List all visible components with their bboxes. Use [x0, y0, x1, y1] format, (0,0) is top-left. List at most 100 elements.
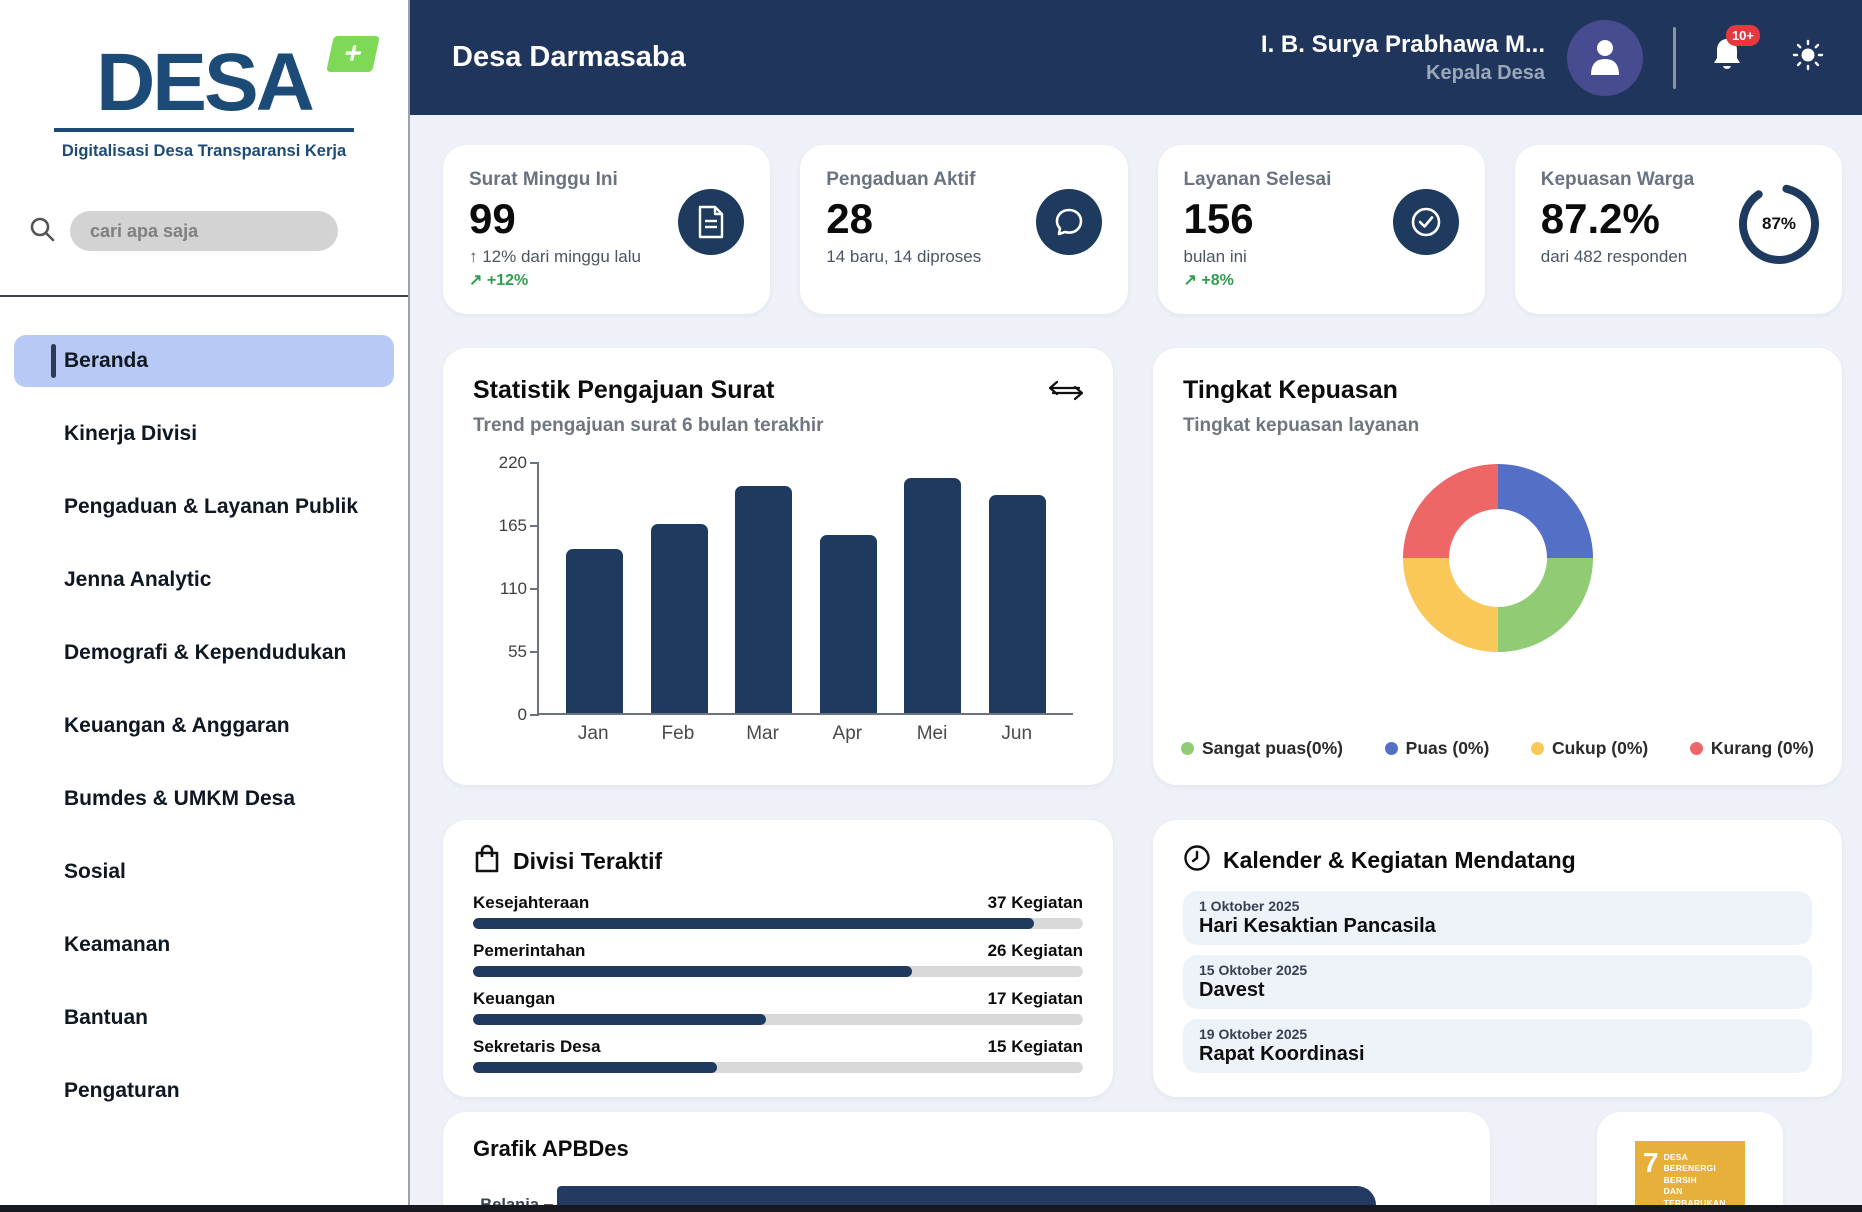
legend-item-puas-0[interactable]: Puas (0%) [1384, 738, 1490, 759]
donut-chart-title: Tingkat Kepuasan [1183, 376, 1398, 404]
event-list: 1 Oktober 2025 Hari Kesaktian Pancasila 1… [1183, 891, 1812, 1073]
person-icon [1583, 33, 1627, 82]
event-name: Rapat Koordinasi [1199, 1043, 1365, 1065]
stat-value: 87.2% [1540, 195, 1660, 242]
x-label-jun: Jun [1001, 723, 1033, 744]
x-label-mar: Mar [746, 723, 779, 744]
bar-feb [650, 524, 708, 713]
y-tick-mark [530, 462, 539, 464]
legend-item-sangat-puas-0[interactable]: Sangat puas(0%) [1181, 738, 1343, 759]
notifications-button[interactable]: 10+ [1710, 25, 1760, 78]
legend-item-kurang-0[interactable]: Kurang (0%) [1689, 738, 1814, 759]
sidebar-divider [0, 295, 408, 297]
sidebar-item-bantuan[interactable]: Bantuan [64, 1006, 148, 1029]
x-axis-labels: Jan Feb Mar Apr Mei Jun [537, 723, 1073, 745]
divisi-rows: Kesejahteraan 37 Kegiatan Pemerintahan 2… [473, 893, 1083, 1073]
legend-label: Cukup (0%) [1551, 738, 1649, 758]
legend-label: Kurang (0%) [1710, 738, 1814, 758]
stats-row: Surat Minggu Ini 99 ↑ 12% dari minggu la… [443, 145, 1842, 315]
satisfaction-ring: 87% [1734, 179, 1824, 269]
logo-underline [54, 128, 354, 132]
donut-legend: Sangat puas(0%) Puas (0%) Cukup (0%) Kurang… [1181, 738, 1814, 759]
ring-percent-label: 87% [1761, 214, 1797, 233]
sidebar-item-keamanan[interactable]: Keamanan [64, 933, 171, 956]
divisi-title: Divisi Teraktif [513, 848, 663, 874]
sdg-number: 7 [1643, 1147, 1659, 1178]
charts-row: Statistik Pengajuan Surat Trend pengajua… [443, 348, 1842, 785]
stat-sub: ↑ 12% dari minggu lalu [469, 247, 641, 267]
chat-bubble-icon [1035, 189, 1102, 255]
divisi-name: Pemerintahan [473, 941, 586, 960]
avatar[interactable] [1567, 19, 1643, 96]
event-row-davest[interactable]: 15 Oktober 2025 Davest [1183, 955, 1812, 1009]
event-date: 19 Oktober 2025 [1199, 1026, 1308, 1042]
resize-arrows-icon[interactable] [1047, 378, 1085, 409]
bar-jun [988, 495, 1046, 713]
sidebar-item-kinerja-divisi[interactable]: Kinerja Divisi [64, 422, 198, 445]
legend-item-cukup-0[interactable]: Cukup (0%) [1530, 738, 1649, 759]
event-row-hari-kesaktian-pancasila[interactable]: 1 Oktober 2025 Hari Kesaktian Pancasila [1183, 891, 1812, 945]
divisi-progress-fill [473, 918, 1035, 929]
y-tick-mark [530, 651, 539, 653]
logo-text: DESA [96, 37, 315, 128]
stat-label: Surat Minggu Ini [469, 169, 618, 190]
x-label-apr: Apr [832, 723, 863, 744]
stat-sub: bulan ini [1183, 247, 1247, 267]
sidebar-item-pengaturan[interactable]: Pengaturan [64, 1079, 180, 1102]
divisi-progress-track [473, 918, 1083, 929]
divisi-value: 37 Kegiatan [987, 893, 1083, 912]
stat-card-layanan: Layanan Selesai 156 bulan ini ↗ +8% [1157, 145, 1485, 315]
y-tick-mark [530, 525, 539, 527]
document-icon [678, 189, 745, 255]
donut-chart [1402, 464, 1593, 652]
bar-mar [735, 486, 793, 713]
event-date: 1 Oktober 2025 [1199, 898, 1300, 914]
sidebar-item-beranda[interactable]: Beranda [14, 335, 394, 387]
sidebar-item-jenna-analytic[interactable]: Jenna Analytic [64, 568, 212, 591]
divisi-value: 17 Kegiatan [987, 989, 1083, 1008]
kalender-card: Kalender & Kegiatan Mendatang 1 Oktober … [1153, 820, 1842, 1097]
event-row-rapat-koordinasi[interactable]: 19 Oktober 2025 Rapat Koordinasi [1183, 1019, 1812, 1073]
sidebar-item-sosial[interactable]: Sosial [64, 860, 126, 883]
stat-trend: ↗ +12% [469, 272, 529, 290]
divisi-name: Keuangan [473, 989, 556, 1008]
sdg-card: 7 DESA BERENERGI BERSIH DAN TERBARUKAN [1597, 1112, 1783, 1212]
shopping-bag-icon [473, 844, 501, 879]
sidebar-item-pengaduan-layanan-publik[interactable]: Pengaduan & Layanan Publik [64, 495, 359, 518]
bar-chart-card: Statistik Pengajuan Surat Trend pengajua… [443, 348, 1113, 785]
divisi-progress-track [473, 966, 1083, 977]
bell-icon [1710, 39, 1744, 77]
divisi-row-kesejahteraan: Kesejahteraan 37 Kegiatan [473, 893, 1083, 929]
window-bottom-edge [0, 1205, 1862, 1212]
sdg-line2: BERENERGI BERSIH [1663, 1163, 1716, 1185]
sidebar: DESA + Digitalisasi Desa Transparansi Ke… [0, 0, 410, 1212]
legend-dot [1181, 742, 1194, 755]
stat-label: Kepuasan Warga [1540, 169, 1695, 190]
y-tick-mark [530, 588, 539, 590]
event-name: Davest [1199, 979, 1265, 1001]
bottom-row: Grafik APBDes Belanja 7 DESA BERENERGI B… [443, 1112, 1842, 1212]
sdg-line3: DAN TERBARUKAN [1663, 1186, 1726, 1208]
bar-mei [904, 478, 962, 713]
theme-toggle-button[interactable] [1792, 39, 1824, 76]
legend-label: Puas (0%) [1405, 738, 1490, 758]
stat-label: Pengaduan Aktif [826, 169, 976, 190]
logo-tagline: Digitalisasi Desa Transparansi Kerja [61, 142, 347, 160]
sidebar-item-bumdes-umkm-desa[interactable]: Bumdes & UMKM Desa [64, 787, 296, 810]
divisi-card: Divisi Teraktif Kesejahteraan 37 Kegiata… [443, 820, 1113, 1097]
apbdes-card: Grafik APBDes Belanja [443, 1112, 1490, 1212]
legend-dot [1689, 742, 1703, 755]
bar-chart-subtitle: Trend pengajuan surat 6 bulan terakhir [473, 415, 824, 436]
stat-value: 156 [1183, 195, 1254, 242]
stat-card-surat: Surat Minggu Ini 99 ↑ 12% dari minggu la… [443, 145, 771, 315]
search-icon [28, 215, 56, 248]
search-input[interactable] [70, 211, 338, 251]
sdg-line1: DESA [1663, 1152, 1688, 1162]
sidebar-item-keuangan-anggaran[interactable]: Keuangan & Anggaran [64, 714, 290, 737]
y-tick-label: 0 [517, 705, 527, 724]
logo-plus-badge: + [326, 36, 380, 72]
bar-chart-title: Statistik Pengajuan Surat [473, 376, 775, 404]
kalender-title: Kalender & Kegiatan Mendatang [1223, 847, 1576, 873]
divisi-progress-track [473, 1062, 1083, 1073]
sidebar-item-demografi-kependudukan[interactable]: Demografi & Kependudukan [64, 641, 347, 664]
